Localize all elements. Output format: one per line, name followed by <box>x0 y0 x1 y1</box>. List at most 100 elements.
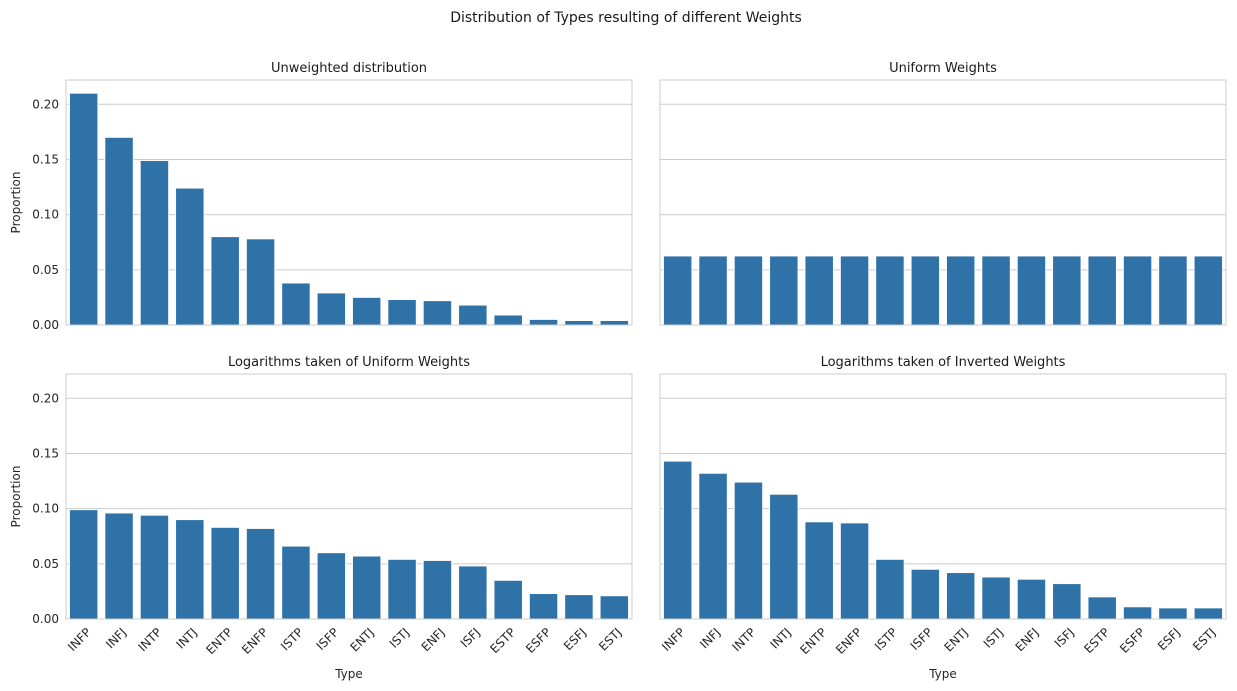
x-tick-label: ENTJ <box>348 625 377 654</box>
x-tick-label: ESTP <box>487 625 518 656</box>
x-tick-label: ISTJ <box>387 625 412 650</box>
bar-infj <box>104 136 134 326</box>
bar-esfp <box>529 593 559 620</box>
bar-esfp <box>529 319 559 326</box>
bar-entp <box>210 527 240 620</box>
x-tick-label: INFJ <box>103 625 129 651</box>
y-tick-label: 0.15 <box>32 446 59 460</box>
bar-istj <box>387 559 417 620</box>
y-tick-label: 0.05 <box>32 557 59 571</box>
bar-isfj <box>458 304 488 326</box>
bar-enfj <box>422 300 452 326</box>
plot-frame <box>65 373 633 620</box>
bar-infj <box>698 472 728 620</box>
bar-intp <box>139 514 169 620</box>
panel-4: Logarithms taken of Inverted Weights INFP… <box>659 355 1227 681</box>
bar-intp <box>733 481 763 620</box>
bar-esfj <box>564 594 594 620</box>
bar-isfp <box>910 568 940 620</box>
bar-istj <box>387 299 417 326</box>
bar-enfj <box>1016 578 1046 620</box>
bar-isfp <box>910 255 940 326</box>
x-tick-label: ENFP <box>239 625 271 657</box>
bar-estj <box>599 320 629 326</box>
y-tick-label: 0.00 <box>32 612 59 626</box>
bar-esfp <box>1123 255 1153 326</box>
x-tick-label: ISFP <box>314 625 342 653</box>
bar-isfj <box>458 565 488 620</box>
x-tick-label: INTP <box>136 625 165 654</box>
bar-istp <box>875 559 905 620</box>
x-tick-label: ESFP <box>523 625 554 656</box>
x-axis-label: Type <box>334 667 363 681</box>
bar-entp <box>804 521 834 620</box>
bar-isfp <box>316 292 346 326</box>
bar-entj <box>946 572 976 620</box>
bar-intj <box>769 255 799 326</box>
figure-title: Distribution of Types resulting of diffe… <box>450 10 802 26</box>
y-tick-label: 0.10 <box>32 502 59 516</box>
panel-title: Uniform Weights <box>889 61 997 76</box>
bar-istp <box>875 255 905 326</box>
bar-istp <box>281 545 311 620</box>
x-tick-label: ISFJ <box>458 625 483 650</box>
bar-istp <box>281 282 311 326</box>
bar-intj <box>175 519 205 620</box>
bar-entj <box>352 555 382 620</box>
panel-title: Unweighted distribution <box>271 61 427 76</box>
bar-infj <box>698 255 728 326</box>
y-tick-label: 0.00 <box>32 318 59 332</box>
y-tick-label: 0.20 <box>32 97 59 111</box>
x-tick-label: ENTP <box>203 625 235 657</box>
bar-infp <box>663 460 693 620</box>
bar-intp <box>733 255 763 326</box>
bar-entp <box>804 255 834 326</box>
bar-intj <box>175 187 205 326</box>
bar-estj <box>1193 255 1223 326</box>
bar-entj <box>946 255 976 326</box>
x-tick-label: ESTJ <box>596 625 624 653</box>
bar-estp <box>1087 255 1117 326</box>
bar-entp <box>210 236 240 326</box>
bar-esfj <box>1158 607 1188 620</box>
bar-istj <box>981 576 1011 620</box>
x-tick-label: INTJ <box>173 625 199 651</box>
bar-entj <box>352 297 382 326</box>
x-tick-label: ESFJ <box>561 625 589 653</box>
x-tick-label: ENFJ <box>1013 625 1042 654</box>
panel-title: Logarithms taken of Inverted Weights <box>821 355 1066 370</box>
bar-infj <box>104 512 134 620</box>
y-axis-label: Proportion <box>9 172 23 234</box>
bar-estp <box>493 314 523 326</box>
y-tick-label: 0.15 <box>32 152 59 166</box>
bar-intp <box>139 160 169 326</box>
x-tick-label: ENTP <box>797 625 829 657</box>
panel-2: Uniform Weights <box>659 61 1227 326</box>
x-tick-label: INTJ <box>767 625 793 651</box>
bar-enfp <box>840 255 870 326</box>
plot-frame <box>659 79 1227 326</box>
x-tick-label: ISTP <box>872 625 900 653</box>
bar-isfj <box>1052 583 1082 620</box>
bar-estj <box>1193 607 1223 620</box>
plot-frame <box>659 373 1227 620</box>
bar-intj <box>769 493 799 620</box>
bar-isfj <box>1052 255 1082 326</box>
bar-esfp <box>1123 606 1153 620</box>
bar-enfp <box>246 528 276 620</box>
x-axis-label: Type <box>928 667 957 681</box>
bar-esfj <box>564 320 594 326</box>
y-tick-label: 0.20 <box>32 391 59 405</box>
bar-estp <box>1087 596 1117 620</box>
x-tick-label: ESFJ <box>1155 625 1183 653</box>
bar-istj <box>981 255 1011 326</box>
y-tick-label: 0.10 <box>32 208 59 222</box>
x-tick-label: INFJ <box>697 625 723 651</box>
x-tick-label: ESFP <box>1117 625 1148 656</box>
bar-infp <box>69 509 99 620</box>
plot-frame <box>65 79 633 326</box>
panel-title: Logarithms taken of Uniform Weights <box>228 355 470 370</box>
x-tick-label: INTP <box>730 625 759 654</box>
bar-infp <box>69 92 99 326</box>
